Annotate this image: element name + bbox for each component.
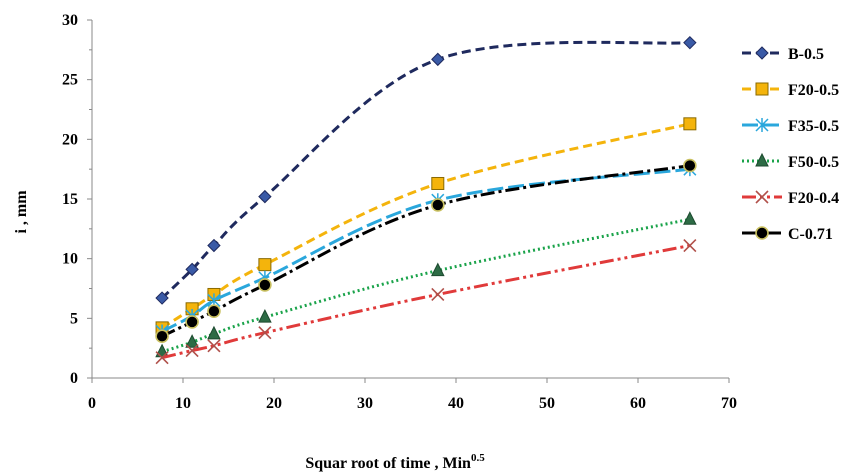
series-b-0-5: [155, 35, 697, 305]
data-point-circle: [430, 198, 445, 212]
legend-item-b-0-5: B-0.5: [742, 46, 824, 63]
data-point-asterisk: [755, 118, 769, 132]
data-point-diamond: [207, 238, 221, 253]
series-line-f20-0-4: [161, 244, 691, 360]
x-tick-label: 20: [266, 395, 282, 412]
x-tick-label: 60: [630, 395, 646, 412]
series-line-f50-0-5: [161, 217, 691, 354]
y-tick-label: 0: [70, 370, 78, 387]
data-point-circle: [683, 158, 697, 173]
x-tick-label: 70: [721, 395, 737, 412]
data-point-triangle: [207, 325, 221, 340]
data-point-diamond: [755, 46, 769, 60]
y-tick-label: 10: [62, 251, 78, 268]
x-axis-title-sup: 0.5: [471, 452, 485, 464]
series-line-c-0-71: [161, 164, 691, 338]
data-point-x: [431, 287, 445, 302]
series-line-f35-0-5: [161, 167, 691, 333]
legend-item-f20-0-5: F20-0.5: [742, 82, 839, 99]
data-point-triangle: [155, 343, 169, 358]
data-point-square: [683, 117, 697, 131]
y-tick-label: 15: [62, 191, 78, 208]
legend-item-f20-0-4: F20-0.4: [742, 190, 839, 207]
data-point-circle: [155, 329, 169, 344]
legend-label: F35-0.5: [788, 118, 839, 135]
data-point-square: [755, 82, 769, 96]
data-point-circle: [755, 226, 769, 240]
data-point-triangle: [430, 262, 445, 277]
y-tick-label: 5: [70, 310, 78, 327]
series-f20-0-5: [155, 117, 697, 335]
legend-label: C-0.71: [788, 226, 833, 243]
legend-label: F20-0.4: [788, 190, 839, 207]
data-point-diamond: [185, 262, 199, 277]
x-axis-title: Squar root of time , Min0.5: [305, 452, 485, 472]
y-tick-label: 30: [62, 12, 78, 29]
y-axis-title: i , mm: [13, 190, 30, 234]
legend-item-f35-0-5: F35-0.5: [742, 118, 839, 135]
data-point-triangle: [258, 309, 272, 323]
x-tick-label: 0: [88, 395, 96, 412]
y-tick-label: 25: [62, 72, 78, 89]
series-f50-0-5: [155, 211, 697, 358]
legend-item-c-0-71: C-0.71: [742, 226, 833, 243]
data-point-x: [185, 343, 199, 358]
data-point-diamond: [683, 35, 697, 50]
legend-label: F50-0.5: [788, 154, 839, 171]
ticks: 0 5 10 15 20 25 30 0 10 20 30 40 50 60 70: [62, 12, 737, 412]
data-point-circle: [207, 304, 221, 318]
data-point-x: [207, 339, 221, 353]
data-point-diamond: [431, 52, 445, 67]
data-point-square: [258, 258, 272, 272]
data-point-triangle: [755, 152, 769, 167]
data-point-x: [258, 326, 272, 340]
data-point-diamond: [155, 291, 169, 305]
data-point-x: [683, 238, 697, 253]
y-tick-label: 20: [62, 131, 78, 148]
data-point-square: [431, 176, 445, 190]
data-point-x: [155, 351, 169, 365]
series-layer: [155, 35, 697, 365]
legend-label: F20-0.5: [788, 82, 839, 99]
x-tick-label: 50: [539, 395, 555, 412]
x-tick-label: 10: [175, 395, 191, 412]
legend-item-f50-0-5: F50-0.5: [742, 152, 839, 171]
data-point-circle: [258, 278, 272, 292]
x-tick-label: 30: [357, 395, 373, 412]
series-c-0-71: [155, 158, 697, 344]
legend-label: B-0.5: [788, 46, 824, 63]
series-f20-0-4: [155, 238, 697, 365]
data-point-diamond: [258, 189, 272, 204]
data-point-triangle: [683, 211, 697, 225]
data-point-triangle: [185, 334, 199, 348]
x-tick-label: 40: [448, 395, 464, 412]
data-point-x: [755, 190, 769, 204]
legend: B-0.5 F20-0.5 F35-0.5 F50-0.5 F20-0.4 C-0.71: [742, 46, 839, 243]
x-axis-title-main: Squar root of time , Min: [305, 455, 471, 472]
data-point-circle: [185, 315, 199, 329]
